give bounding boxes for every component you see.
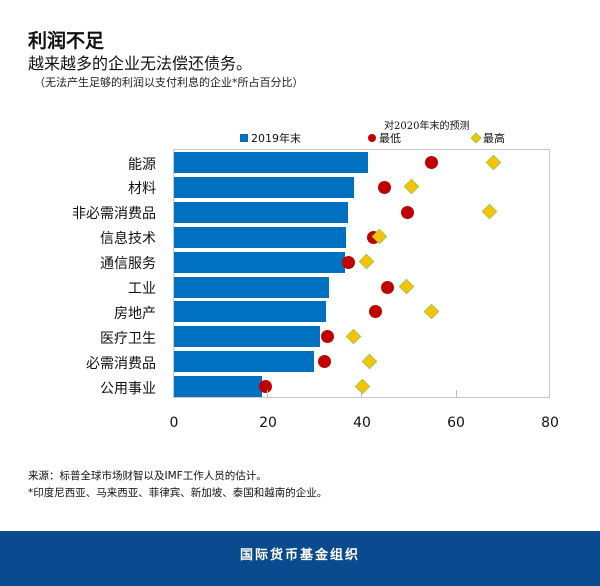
grid-tick bbox=[361, 390, 362, 398]
bar-2019 bbox=[174, 251, 345, 273]
grid-tick bbox=[456, 390, 457, 398]
chart-title: 利润不足 bbox=[28, 30, 105, 52]
low-marker bbox=[380, 280, 394, 294]
bar-square-icon bbox=[240, 134, 248, 142]
footer-banner: 国际货币基金组织 bbox=[0, 531, 600, 586]
bar-2019 bbox=[174, 301, 326, 323]
low-marker bbox=[341, 255, 355, 269]
low-marker bbox=[259, 380, 273, 394]
legend-group-label: 对2020年末的预测 bbox=[384, 121, 470, 132]
bar-2019 bbox=[174, 226, 346, 248]
category-label: 房地产 bbox=[114, 305, 156, 322]
bar-2019 bbox=[174, 176, 354, 198]
category-label: 非必需消费品 bbox=[72, 206, 156, 223]
legend-item-2019: 2019年末 bbox=[240, 130, 301, 146]
category-label: 公用事业 bbox=[100, 380, 156, 397]
x-tick-label: 0 bbox=[169, 415, 179, 431]
diamond-icon bbox=[470, 132, 482, 144]
category-label: 信息技术 bbox=[100, 231, 156, 248]
category-label: 能源 bbox=[128, 156, 156, 173]
category-label: 工业 bbox=[128, 281, 156, 297]
source-notes: 来源：标普全球市场财智以及IMF工作人员的估计。 *印度尼西亚、马来西亚、菲律宾… bbox=[28, 468, 327, 502]
legend-label: 2019年末 bbox=[251, 132, 301, 145]
low-marker bbox=[369, 305, 383, 319]
chart-subtitle: 越来越多的企业无法偿还债务。 bbox=[28, 54, 253, 73]
x-tick-label: 20 bbox=[259, 415, 277, 431]
chart-note: （无法产生足够的利润以支付利息的企业*所占百分比） bbox=[34, 76, 304, 89]
low-marker bbox=[378, 180, 392, 194]
footnote-text: *印度尼西亚、马来西亚、菲律宾、新加坡、泰国和越南的企业。 bbox=[28, 487, 328, 499]
legend-item-low: 最低 bbox=[368, 130, 401, 146]
legend-label: 最低 bbox=[379, 132, 401, 145]
source-text: 来源：标普全球市场财智以及IMF工作人员的估计。 bbox=[28, 470, 267, 482]
bar-2019 bbox=[174, 376, 262, 398]
legend-label: 最高 bbox=[483, 132, 505, 145]
x-tick-label: 40 bbox=[353, 415, 371, 431]
low-marker bbox=[321, 330, 335, 344]
category-label: 材料 bbox=[128, 181, 156, 198]
bar-2019 bbox=[174, 326, 320, 348]
low-marker bbox=[401, 205, 415, 219]
grid-tick bbox=[267, 390, 268, 398]
category-label: 医疗卫生 bbox=[100, 330, 156, 347]
bar-2019 bbox=[174, 276, 329, 298]
bar-2019 bbox=[174, 152, 368, 173]
bar-2019 bbox=[174, 201, 349, 223]
category-label: 必需消费品 bbox=[86, 355, 156, 372]
category-label: 通信服务 bbox=[100, 256, 156, 273]
low-marker bbox=[318, 355, 332, 369]
low-marker bbox=[424, 156, 438, 169]
circle-icon bbox=[368, 134, 376, 142]
bar-2019 bbox=[174, 351, 314, 373]
x-tick-label: 80 bbox=[541, 415, 559, 431]
legend-item-high: 最高 bbox=[470, 130, 505, 146]
x-tick-label: 60 bbox=[447, 415, 465, 431]
